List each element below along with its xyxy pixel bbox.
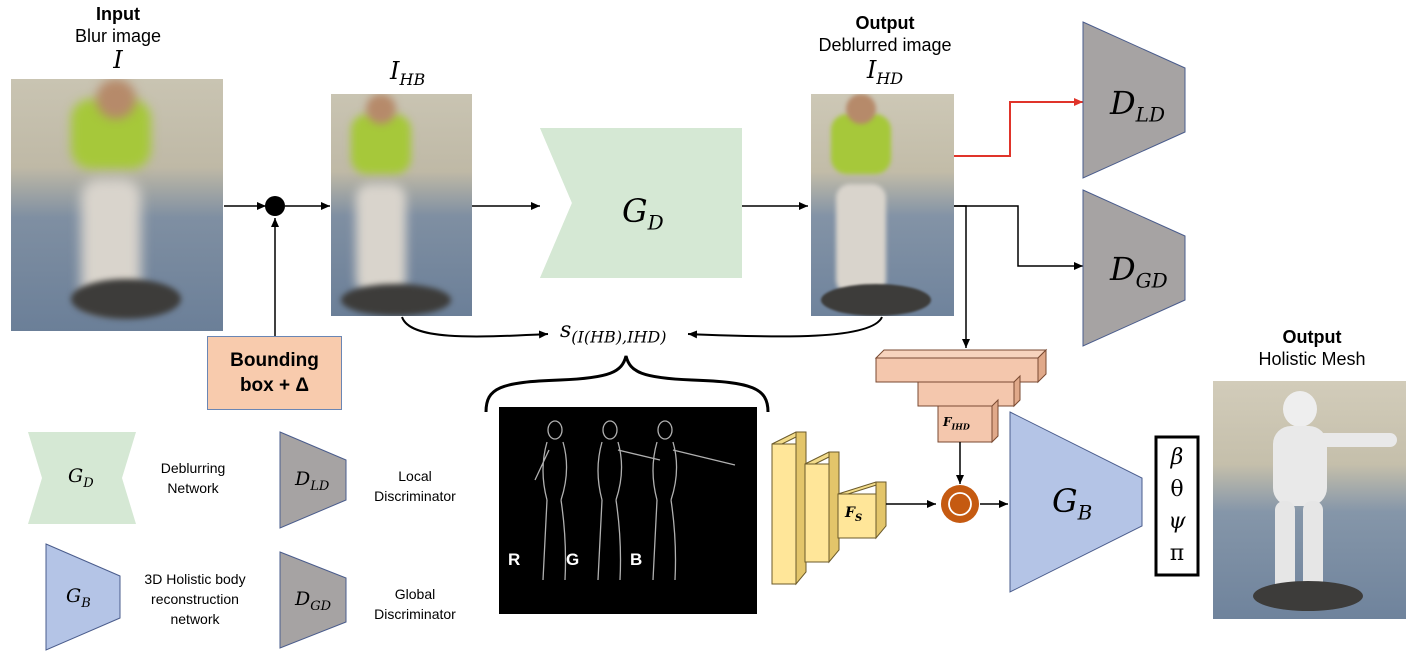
input-symbol: I [113, 46, 123, 74]
arrow-hd-to-dgd [954, 205, 1083, 270]
fs-label: FS [845, 505, 863, 524]
local-discriminator-shape [1082, 21, 1186, 179]
holistic-mesh-image [1213, 381, 1406, 619]
gb-label: GB [1052, 482, 1093, 525]
mesh-heading: Output [1282, 327, 1342, 347]
output-heading: Output [855, 13, 915, 33]
hb-symbol: IHB [390, 57, 426, 89]
legend-dld-text: Local Discriminator [374, 468, 456, 504]
similarity-label: s(I(HB),IHD) [560, 318, 667, 347]
legend-gd-symbol: GD [68, 465, 94, 491]
bbox-line1: Bounding [230, 350, 319, 371]
dgd-label: DGD [1110, 250, 1168, 293]
arrow-patch-to-dld [933, 98, 1083, 157]
arrow-hd-to-encoder [954, 205, 970, 348]
param-psi: ψ [1168, 509, 1186, 534]
input-heading: Input [96, 4, 140, 24]
output-subtitle: Deblurred image [818, 35, 952, 55]
hd-symbol: IHD [866, 56, 904, 88]
concat-operator [941, 485, 979, 523]
input-blur-image [11, 79, 223, 331]
gd-label: GD [622, 192, 664, 235]
legend-deblurring-shape [28, 432, 136, 524]
global-discriminator-shape [1082, 189, 1186, 347]
smplx-params-list: β θ ψ π [1159, 442, 1195, 570]
hb-image [331, 94, 472, 316]
channel-r-label: R [508, 550, 521, 569]
param-theta: θ [1170, 477, 1184, 502]
input-subtitle: Blur image [74, 26, 162, 46]
legend-gb-text: 3D Holistic body reconstruction network [144, 571, 246, 627]
legend-gb-symbol: GB [66, 585, 91, 611]
dld-label: DLD [1110, 84, 1165, 127]
channel-b-label: B [630, 550, 643, 569]
curly-brace [484, 355, 770, 413]
legend-local-disc-shape [279, 431, 347, 529]
legend-global-disc-shape [279, 551, 347, 649]
rgb-similarity-panel [499, 407, 757, 614]
legend-gd-text: Deblurring Network [160, 460, 226, 496]
arrow-hb-to-similarity [401, 316, 549, 339]
param-pi: π [1169, 541, 1185, 566]
reconstruction-network-shape [1009, 411, 1143, 593]
multiply-dot [265, 196, 285, 216]
legend-dgd-symbol: DGD [295, 588, 332, 614]
legend-recon-shape [45, 543, 121, 651]
rgb-channel-silhouettes [534, 420, 736, 581]
bbox-line2: box + Δ [239, 375, 310, 396]
channel-g-label: G [566, 550, 580, 569]
legend-dld-symbol: DLD [295, 468, 330, 494]
deblurred-feature-encoder [874, 348, 1048, 444]
param-beta: β [1170, 445, 1184, 470]
hd-image [811, 94, 954, 316]
image-feature-encoder [771, 431, 887, 586]
legend-dgd-text: Global Discriminator [374, 586, 456, 622]
bounding-box-input: Bounding box + Δ [207, 336, 342, 410]
fihd-label: FIHD [943, 415, 970, 432]
mesh-subtitle: Holistic Mesh [1258, 349, 1366, 369]
smplx-params-box [1154, 435, 1200, 577]
arrow-hd-to-similarity [687, 316, 883, 339]
